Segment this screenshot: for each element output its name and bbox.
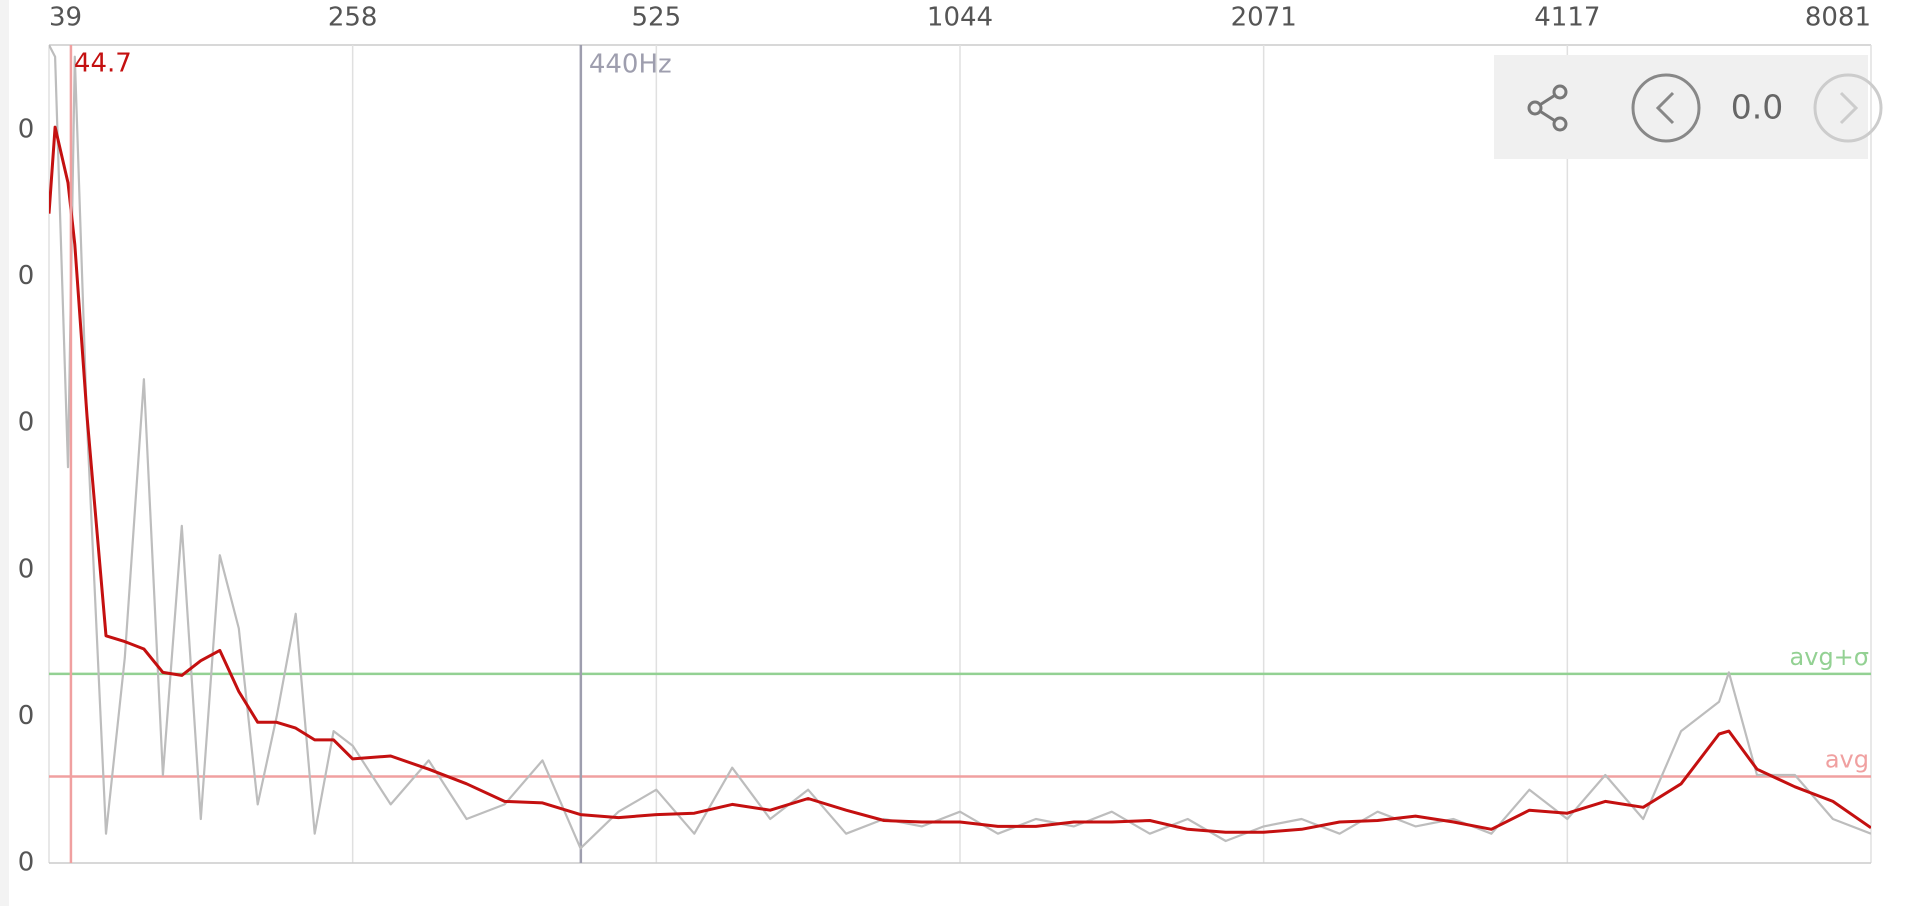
x-tick-label: 1044 [927,3,993,33]
peak-label: 44.7 [74,49,132,79]
x-tick-label: 525 [632,3,682,33]
reference-label: avg [1825,746,1869,774]
next-button[interactable] [1813,73,1883,143]
y-tick-label: 0 [18,115,35,145]
share-button[interactable] [1527,84,1568,132]
toolbar-background [1494,55,1868,159]
y-tick-label: 0 [18,261,35,291]
reference-label: avg+σ [1790,643,1869,671]
x-tick-label: 4117 [1534,3,1600,33]
offset-value: 0.0 [1731,88,1783,127]
y-tick-label: 0 [18,848,35,878]
plot: 39 258 525 1044 2071 4117 8081 0 0 0 0 0 0 avg+σ avg 44… [18,3,1872,878]
x-tick-label: 8081 [1805,3,1871,33]
y-tick-label: 0 [18,408,35,438]
x-tick-label: 2071 [1231,3,1297,33]
left-edge [0,0,9,906]
x-tick-label: 258 [328,3,378,33]
y-tick-label: 0 [18,554,35,584]
previous-button[interactable] [1631,73,1701,143]
frequency-marker-label: 440Hz [589,50,672,80]
y-tick-label: 0 [18,701,35,731]
x-tick-label: 39 [49,3,82,33]
toolbar: 0.0 [1494,55,1883,159]
spectrum-line [49,125,1871,834]
